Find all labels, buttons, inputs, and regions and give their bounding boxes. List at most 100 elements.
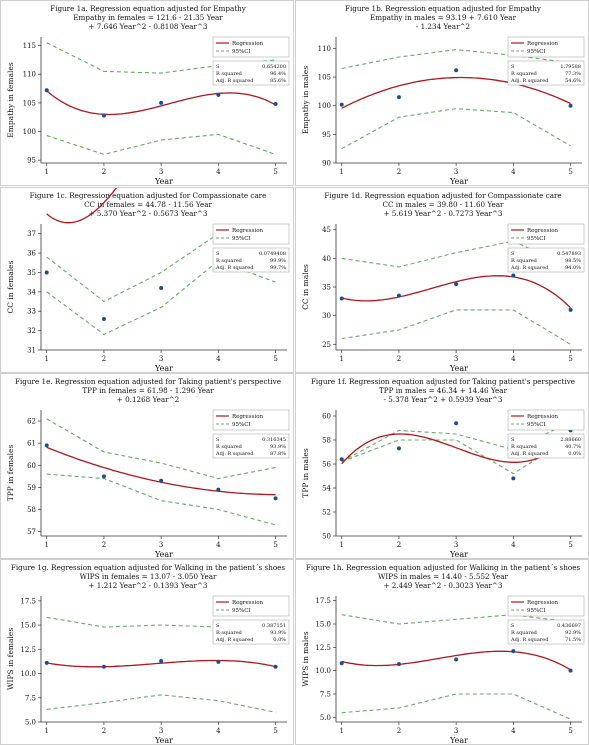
stats-value: 71.5%: [565, 637, 581, 643]
stats-box: S 0.387151 R squared 93.9% Adj. R squared 0.0…: [212, 619, 290, 645]
data-point: [339, 661, 344, 666]
x-tick-label: 2: [397, 727, 401, 735]
x-tick-label: 3: [454, 541, 458, 549]
stats-value: 0.547893: [557, 251, 581, 257]
y-tick-label: 45: [322, 226, 331, 234]
chart-svg: Figure 1g. Regression equation adjusted …: [6, 563, 290, 744]
chart-equation-line: Empathy in females = 121.6 - 21.35 Year: [73, 13, 223, 22]
stats-box-frame: [507, 247, 585, 273]
y-tick-label: 50: [322, 533, 331, 541]
chart-svg: Figure 1c. Regression equation adjusted …: [6, 188, 290, 373]
stats-label: Adj. R squared: [215, 451, 254, 457]
stats-value: 54.6%: [565, 78, 581, 84]
x-tick-label: 2: [102, 727, 106, 735]
data-point: [273, 496, 278, 501]
x-tick-label: 4: [216, 541, 221, 549]
ci-upper-line: [341, 614, 571, 625]
stats-box: S 2.88660 R squared 40.7% Adj. R squared 0.0%: [507, 433, 585, 459]
x-axis-label: Year: [154, 177, 173, 186]
chart-title: Figure 1g. Regression equation adjusted …: [11, 563, 286, 572]
x-axis-label: Year: [449, 550, 468, 559]
stats-label: Adj. R squared: [510, 637, 549, 643]
chart-equation-line: TPP in females = 61.98 - 1.296 Year: [82, 386, 214, 395]
chart-equation-line: - 1.234 Year^2: [416, 22, 470, 31]
data-point: [454, 282, 459, 287]
chart-title: Figure 1b. Regression equation adjusted …: [345, 4, 542, 13]
legend-ci-label: 95%CI: [232, 49, 251, 55]
y-tick-label: 10.0: [315, 667, 331, 675]
regression-line: [46, 188, 118, 224]
legend: Regression 95%CI: [212, 409, 290, 431]
x-axis-label: Year: [449, 736, 468, 745]
legend: Regression 95%CI: [507, 409, 585, 431]
stats-label: Adj. R squared: [215, 78, 254, 84]
legend: Regression 95%CI: [212, 223, 290, 245]
legend-regression-label: Regression: [232, 41, 264, 47]
y-tick-label: 7.5: [25, 694, 36, 702]
y-tick-label: 35: [322, 284, 331, 292]
legend: Regression 95%CI: [507, 223, 585, 245]
stats-value: 0.316345: [262, 437, 286, 443]
chart-equation-line: + 0.1268 Year^2: [117, 395, 179, 404]
legend-box: [212, 36, 290, 58]
stats-box: S 0.654200 R squared 96.4% Adj. R squared 85.…: [212, 60, 290, 86]
ci-lower-line: [46, 694, 276, 713]
chart-panel: Figure 1f. Regression equation adjusted …: [295, 373, 589, 559]
ci-upper-line: [341, 421, 571, 463]
legend: Regression 95%CI: [507, 595, 585, 617]
legend-box: [212, 409, 290, 431]
chart-equation-line: CC in females = 44.78 - 11.56 Year: [84, 200, 212, 209]
stats-label: S: [216, 251, 220, 257]
data-point: [216, 659, 221, 664]
legend-ci-label: 95%CI: [232, 608, 251, 614]
chart-panel: Figure 1g. Regression equation adjusted …: [0, 559, 294, 745]
data-point: [568, 668, 573, 673]
x-tick-label: 3: [159, 541, 163, 549]
legend-ci-label: 95%CI: [232, 236, 251, 242]
x-tick-label: 2: [397, 168, 401, 176]
ci-lower-line: [46, 133, 276, 155]
y-tick-label: 36: [27, 250, 36, 258]
x-tick-label: 1: [339, 168, 343, 176]
y-tick-label: 60: [322, 413, 331, 421]
data-point: [101, 474, 106, 479]
stats-value: 77.3%: [565, 71, 581, 77]
data-point: [396, 293, 401, 298]
stats-value: 0.436697: [557, 623, 581, 629]
y-tick-label: 17.5: [20, 597, 36, 605]
x-tick-label: 1: [44, 355, 48, 363]
legend: Regression 95%CI: [212, 595, 290, 617]
stats-value: 85.6%: [270, 78, 286, 84]
stats-label: R squared: [511, 630, 538, 636]
regression-line: [46, 659, 276, 668]
chart-equation-line: WIPS in females = 13.07 - 3.050 Year: [80, 572, 217, 581]
x-tick-label: 3: [454, 168, 458, 176]
chart-equation-line: Empathy in males = 93.19 + 7.610 Year: [370, 13, 517, 22]
stats-box: S 0.0749408 R squared 99.9% Adj. R squared 99…: [212, 247, 290, 273]
data-point: [511, 273, 516, 278]
ci-lower-line: [46, 473, 276, 526]
stats-value: 92.9%: [565, 630, 581, 636]
stats-value: 87.8%: [270, 451, 286, 457]
x-tick-label: 3: [159, 355, 163, 363]
x-tick-label: 3: [454, 727, 458, 735]
data-point: [396, 662, 401, 667]
legend-ci-label: 95%CI: [527, 608, 546, 614]
ci-lower-line: [46, 260, 276, 336]
data-point: [339, 296, 344, 301]
stats-box-frame: [507, 433, 585, 459]
x-tick-label: 4: [216, 727, 221, 735]
chart-panel: Figure 1b. Regression equation adjusted …: [295, 0, 589, 186]
data-point: [44, 660, 49, 665]
y-tick-label: 57: [27, 528, 36, 536]
chart-svg: Figure 1e. Regression equation adjusted …: [6, 377, 290, 558]
legend-regression-label: Regression: [527, 41, 559, 47]
stats-value: 0.0%: [568, 451, 581, 457]
chart-panel: Figure 1a. Regression equation adjusted …: [0, 0, 294, 186]
regression-line: [341, 76, 571, 109]
legend-regression-label: Regression: [232, 414, 264, 420]
data-point: [511, 649, 516, 654]
x-axis-label: Year: [154, 364, 173, 373]
ci-lower-line: [341, 108, 571, 150]
y-tick-label: 90: [322, 160, 331, 168]
